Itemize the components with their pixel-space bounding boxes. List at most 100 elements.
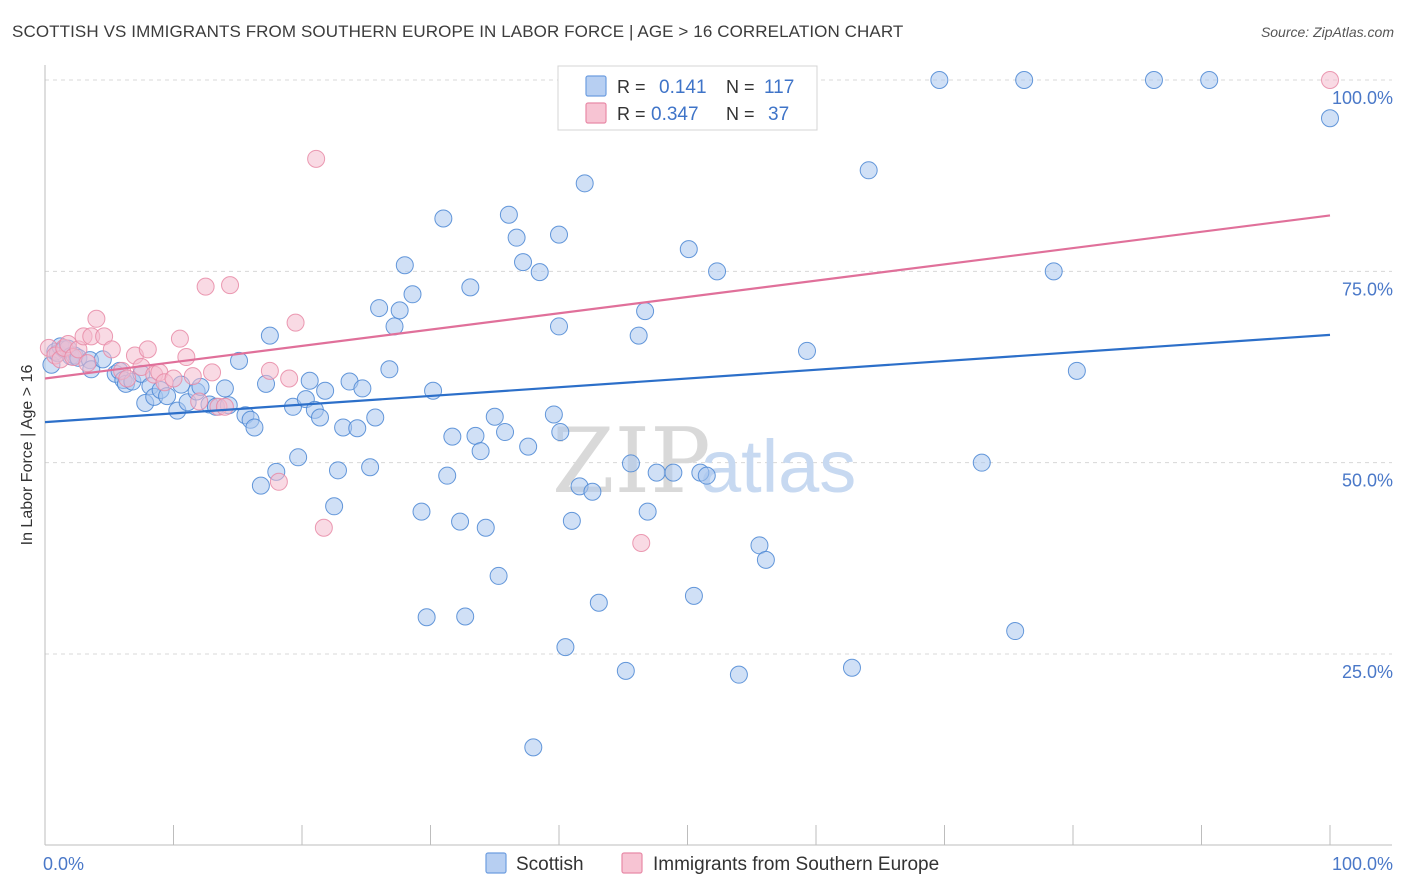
scottish-point	[1006, 622, 1025, 641]
immigrants-point	[183, 367, 202, 386]
scottish-point	[310, 408, 329, 427]
scottish-point	[514, 253, 533, 272]
scottish-point	[842, 658, 861, 677]
scottish-point	[230, 351, 249, 370]
immigrants-point	[280, 369, 299, 388]
scottish-point	[1200, 71, 1219, 89]
scottish-point	[530, 263, 549, 282]
scottish-point	[328, 461, 347, 480]
axes	[44, 65, 1392, 846]
immigrants-point	[138, 340, 157, 359]
legend-r-label: R =	[617, 104, 646, 124]
scottish-point	[629, 326, 648, 345]
scottish-point	[1144, 71, 1163, 89]
x-tick-label-max: 100.0%	[1332, 854, 1393, 874]
immigrants-point	[190, 392, 209, 411]
scottish-point	[485, 407, 504, 426]
legend-swatch-immigrants	[585, 102, 607, 124]
immigrants-point	[632, 534, 651, 553]
y-tick-label: 50.0%	[1342, 471, 1393, 491]
series-legend: Scottish Immigrants from Southern Europe	[485, 852, 939, 875]
immigrants-point	[260, 361, 279, 380]
scottish-point	[583, 482, 602, 501]
legend-n-label: N =	[726, 104, 755, 124]
immigrants-point	[286, 313, 305, 332]
scottish-point	[550, 317, 568, 336]
bottom-legend-swatch-immigrants	[621, 852, 643, 874]
scottish-point	[616, 661, 635, 680]
immigrants-point	[170, 329, 189, 348]
legend-r-label: R =	[617, 77, 646, 97]
scottish-point	[556, 638, 575, 657]
scottish-point	[1321, 109, 1339, 128]
scottish-point	[348, 419, 367, 438]
legend-swatch-scottish	[585, 75, 607, 97]
y-tick-label: 100.0%	[1332, 88, 1393, 108]
scottish-point	[434, 209, 453, 228]
legend-r-value: 0.141	[659, 77, 707, 98]
scottish-point	[443, 427, 462, 446]
chart-source: Source: ZipAtlas.com	[1260, 24, 1394, 40]
scottish-point	[260, 326, 279, 345]
immigrants-point	[118, 369, 137, 388]
scottish-point	[251, 476, 270, 495]
scottish-point	[353, 379, 372, 398]
scottish-point	[859, 161, 878, 180]
immigrants-point	[203, 363, 222, 382]
immigrants-point	[215, 397, 234, 416]
tick-labels: 25.0% 50.0% 75.0% 100.0% 0.0% 100.0%	[43, 88, 1393, 874]
scottish-point	[456, 607, 475, 626]
scottish-point	[1067, 361, 1086, 380]
immigrants-point	[177, 348, 196, 367]
immigrants-point	[87, 309, 106, 328]
scottish-point	[519, 437, 538, 456]
scottish-point	[930, 71, 949, 89]
gridlines	[45, 79, 1392, 655]
legend-n-value: 117	[764, 77, 794, 98]
immigrants-point	[269, 472, 288, 491]
scottish-point	[524, 738, 543, 757]
scottish-point	[466, 426, 485, 445]
scottish-point	[664, 463, 683, 482]
scottish-point	[316, 381, 335, 400]
scottish-point	[395, 256, 414, 275]
scottish-point	[684, 586, 703, 605]
scottish-point	[245, 418, 264, 437]
trend-lines	[44, 214, 1331, 424]
scottish-point	[325, 497, 344, 516]
scottish-point	[550, 225, 568, 244]
scottish-point	[366, 408, 385, 427]
scottish-point	[489, 566, 508, 585]
scottish-point	[972, 453, 991, 472]
bottom-legend-swatch-scottish	[485, 852, 507, 874]
scottish-point	[621, 454, 640, 473]
data-points	[39, 71, 1339, 757]
immigrants-trend-line	[44, 214, 1331, 380]
scottish-point	[507, 228, 526, 247]
immigrants-point	[307, 149, 326, 168]
scottish-point	[1015, 71, 1034, 89]
immigrants-point	[314, 518, 333, 537]
scottish-point	[476, 518, 495, 537]
immigrants-point	[1321, 71, 1339, 89]
scottish-point	[370, 299, 389, 318]
legend-n-label: N =	[726, 77, 755, 97]
scottish-point	[499, 205, 518, 224]
scottish-point	[471, 442, 490, 461]
y-tick-label: 75.0%	[1342, 279, 1393, 299]
scottish-point	[289, 448, 308, 467]
bottom-legend-immigrants: Immigrants from Southern Europe	[653, 854, 939, 875]
scottish-point	[461, 278, 480, 297]
scottish-point	[215, 379, 234, 398]
scottish-point	[300, 371, 319, 390]
scottish-point	[361, 458, 380, 477]
bottom-legend-scottish: Scottish	[516, 854, 584, 875]
scottish-point	[798, 341, 817, 360]
scottish-trend-line	[44, 333, 1331, 424]
immigrants-point	[196, 277, 215, 296]
immigrants-point	[78, 354, 97, 373]
scottish-point	[496, 423, 515, 442]
scottish-point	[638, 502, 657, 521]
immigrants-point	[164, 369, 183, 388]
